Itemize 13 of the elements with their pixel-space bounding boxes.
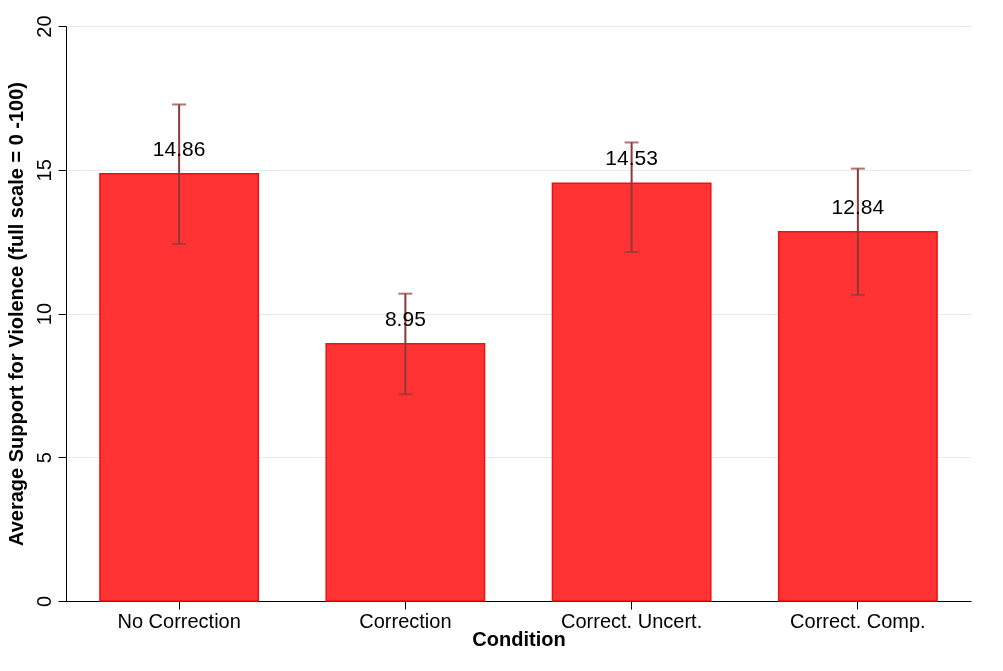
y-tick-label: 20 bbox=[32, 15, 55, 38]
bar bbox=[777, 231, 938, 602]
y-tick-label: 0 bbox=[32, 595, 55, 608]
bar bbox=[551, 182, 712, 602]
x-tick-label: Correct. Comp. bbox=[790, 609, 926, 632]
y-tick-label: 10 bbox=[32, 302, 55, 326]
y-tick-label: 15 bbox=[32, 159, 55, 182]
bar bbox=[325, 342, 486, 602]
x-tick-label: No Correction bbox=[117, 609, 241, 632]
y-tick-label: 5 bbox=[32, 452, 55, 464]
y-axis-title: Average Support for Violence (full scale = 0 -100) bbox=[4, 81, 27, 547]
x-tick-label: Correction bbox=[359, 609, 452, 632]
bar bbox=[99, 173, 260, 602]
